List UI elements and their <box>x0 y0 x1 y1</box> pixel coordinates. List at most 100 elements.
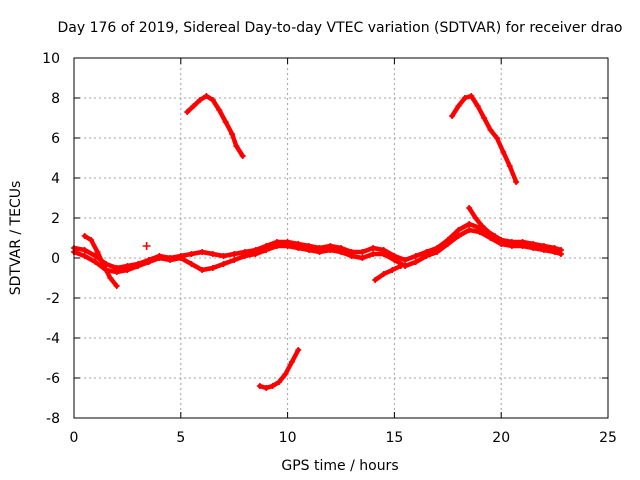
data-point <box>305 247 312 253</box>
y-tick-label: -2 <box>46 291 60 307</box>
data-point <box>288 359 295 365</box>
data-point <box>197 97 204 103</box>
data-point <box>519 243 526 249</box>
y-tick-label: -4 <box>46 331 60 347</box>
data-point <box>472 215 479 221</box>
data-point <box>423 253 430 259</box>
data-point <box>444 241 451 247</box>
data-point <box>231 257 238 263</box>
data-point <box>252 251 259 257</box>
data-point <box>209 265 216 271</box>
data-point <box>107 275 114 281</box>
data-point <box>269 383 276 389</box>
data-point <box>239 153 246 159</box>
chart-title: Day 176 of 2019, Sidereal Day-to-day VTE… <box>57 20 622 36</box>
data-point <box>220 253 227 259</box>
x-tick-label: 15 <box>385 430 403 446</box>
data-point <box>487 235 494 241</box>
data-point <box>284 243 291 249</box>
data-point <box>455 227 462 233</box>
data-point <box>466 205 473 211</box>
data-point <box>508 243 515 249</box>
data-point <box>94 249 101 255</box>
y-axis-label: SDTVAR / TECUs <box>8 181 24 296</box>
data-point <box>412 253 419 259</box>
data-point <box>220 261 227 267</box>
plot-frame <box>73 57 609 419</box>
y-tick-label: 6 <box>51 131 60 147</box>
data-point <box>233 143 240 149</box>
data-point <box>316 249 323 255</box>
data-point <box>359 249 366 255</box>
y-tick-label: 4 <box>51 171 60 187</box>
data-point <box>474 103 481 109</box>
data-point <box>412 259 419 265</box>
y-tick-labels: 10 8 6 4 2 0 -2 -4 -6 -8 <box>42 51 60 427</box>
data-point <box>263 247 270 253</box>
data-point <box>199 249 206 255</box>
data-point <box>506 163 513 169</box>
data-point <box>493 135 500 141</box>
data-point <box>135 263 142 269</box>
data-point <box>530 245 537 251</box>
series-line-8 <box>372 263 404 283</box>
data-point <box>481 115 488 121</box>
data-point <box>372 277 379 283</box>
data-point <box>558 251 565 257</box>
grid-lines <box>74 58 608 418</box>
data-point <box>263 385 270 391</box>
data-point <box>241 253 248 259</box>
data-point <box>389 267 396 273</box>
data-point <box>491 233 498 239</box>
data-point <box>500 149 507 155</box>
data-point <box>338 249 344 255</box>
data-point <box>540 247 547 253</box>
data-point <box>167 257 174 263</box>
y-tick-label: -8 <box>46 411 60 427</box>
series-line-2 <box>71 227 564 275</box>
data-point <box>188 251 195 257</box>
data-point <box>498 237 505 243</box>
data-point <box>177 255 184 261</box>
x-tick-label: 5 <box>176 430 185 446</box>
data-point <box>88 237 95 243</box>
data-point <box>380 271 387 277</box>
x-tick-label: 25 <box>599 430 617 446</box>
data-point <box>231 251 238 257</box>
data-point <box>487 127 494 133</box>
data-point <box>455 103 462 109</box>
data-point <box>81 253 88 259</box>
data-point <box>209 97 216 103</box>
data-point <box>370 245 377 251</box>
x-tick-labels: 0 5 10 15 20 25 <box>70 430 617 446</box>
data-point <box>468 93 475 99</box>
data-point <box>397 263 404 269</box>
data-point <box>466 227 473 233</box>
data-point <box>273 243 280 249</box>
data-point <box>81 247 88 253</box>
data-point <box>113 283 120 289</box>
x-axis-label: GPS time / hours <box>281 458 398 474</box>
data-point <box>216 107 223 113</box>
series-line-4 <box>184 93 245 159</box>
x-tick-label: 10 <box>279 430 297 446</box>
data-point <box>229 131 236 137</box>
data-point <box>156 255 163 261</box>
data-point <box>124 267 131 273</box>
data-point <box>513 179 520 185</box>
data-point <box>455 233 462 239</box>
data-point <box>222 119 229 125</box>
data-point <box>256 383 263 389</box>
data-point <box>359 255 366 261</box>
data-point <box>449 113 456 119</box>
x-tick-label: 0 <box>70 430 79 446</box>
y-tick-label: 8 <box>51 91 60 107</box>
y-tick-label: 2 <box>51 211 60 227</box>
data-point <box>282 371 289 377</box>
data-point <box>327 247 334 253</box>
data-point <box>276 379 283 385</box>
y-tick-label: 0 <box>51 251 60 267</box>
axis-ticks <box>73 57 609 419</box>
data-point <box>81 233 88 239</box>
